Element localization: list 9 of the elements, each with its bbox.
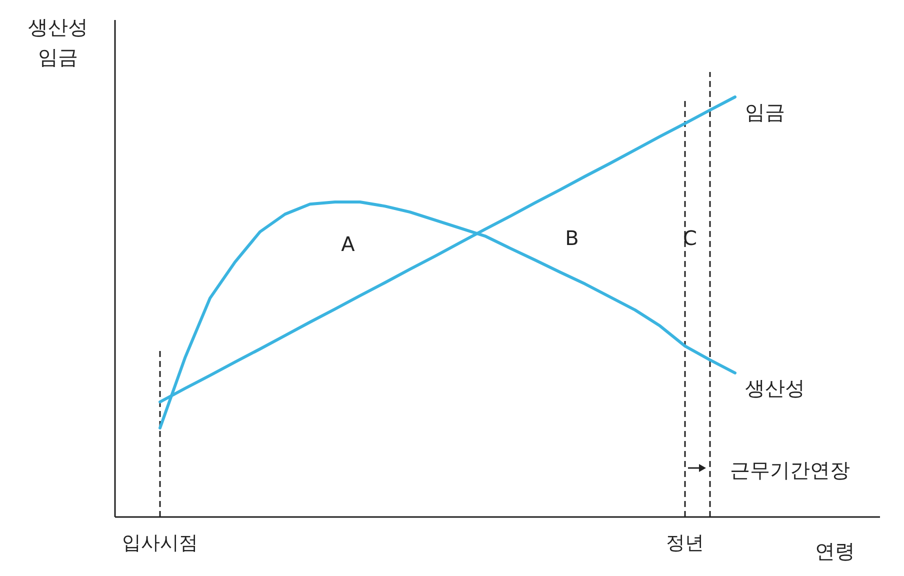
- x-tick-label: 입사시점: [122, 532, 198, 554]
- series-label: 임금: [745, 100, 785, 124]
- annotation: 근무기간연장: [730, 458, 850, 482]
- annotation: A: [341, 232, 356, 256]
- annotation: B: [565, 226, 579, 250]
- x-axis-title: 연령: [815, 539, 855, 563]
- x-tick-label: 정년: [666, 532, 704, 554]
- y-axis-title: 생산성 임금: [28, 15, 88, 69]
- series-label: 생산성: [745, 376, 805, 400]
